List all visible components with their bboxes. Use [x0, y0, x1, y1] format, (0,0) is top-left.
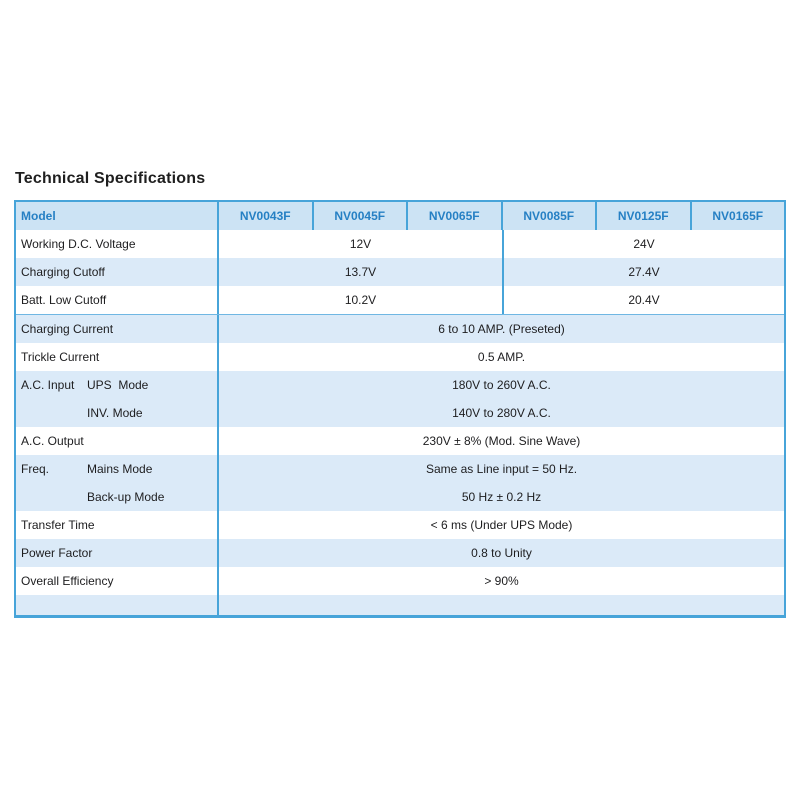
row-label: A.C. Input [21, 378, 75, 392]
row-label-group: Freq. Mains Mode Back-up Mode [16, 455, 219, 511]
row-value-24v-group: 24V [633, 237, 655, 251]
table-row: Transfer Time < 6 ms (Under UPS Mode) [16, 511, 784, 539]
table-row: Overall Efficiency > 90% [16, 567, 784, 595]
table-row: A.C. Output 230V ± 8% (Mod. Sine Wave) [16, 427, 784, 455]
row-label: Transfer Time [16, 511, 219, 539]
row-value-inv-mode: 140V to 280V A.C. [452, 406, 551, 420]
row-label: Working D.C. Voltage [16, 230, 219, 258]
row-value-24v-group: 27.4V [628, 265, 660, 279]
row-label: Charging Current [16, 315, 219, 343]
header-cell-nv0043f: NV0043F [239, 209, 291, 223]
row-label-group: A.C. Input UPS Mode INV. Mode [16, 371, 219, 427]
row-label: Trickle Current [16, 343, 219, 371]
table-row: Charging Cutoff 13.7V 27.4V [16, 258, 784, 286]
row-sublabel-mains-mode: Mains Mode [87, 462, 153, 476]
header-cell-nv0085f: NV0085F [500, 202, 596, 230]
row-value: < 6 ms (Under UPS Mode) [430, 518, 573, 532]
table-row: Trickle Current 0.5 AMP. [16, 343, 784, 371]
row-value: 6 to 10 AMP. (Preseted) [438, 322, 565, 336]
row-value: 0.8 to Unity [471, 546, 532, 560]
table-row: Working D.C. Voltage 12V 24V [16, 230, 784, 258]
header-cell-nv0165f: NV0165F [689, 202, 785, 230]
table-header-row: Model NV0043F NV0045F NV0065F NV0085F NV… [16, 202, 784, 230]
row-label: Charging Cutoff [16, 258, 219, 286]
table-footer-empty-row [16, 595, 784, 615]
header-cell-nv0065f: NV0065F [406, 202, 501, 230]
row-value-12v-group: 10.2V [219, 286, 504, 314]
header-cell-nv0045f: NV0045F [311, 202, 407, 230]
technical-specifications-table: Model NV0043F NV0045F NV0065F NV0085F NV… [14, 200, 786, 618]
row-value-12v-group: 12V [219, 230, 504, 258]
row-label: Freq. [21, 462, 50, 476]
row-sublabel-inv-mode: INV. Mode [87, 406, 143, 420]
row-value-12v-group: 13.7V [219, 258, 504, 286]
table-row-ac-input: A.C. Input UPS Mode INV. Mode 180V to 26… [16, 371, 784, 427]
row-sublabel-ups-mode: UPS Mode [87, 378, 149, 392]
row-value: 230V ± 8% (Mod. Sine Wave) [422, 434, 581, 448]
row-label: Batt. Low Cutoff [16, 286, 219, 314]
row-value-backup-mode: 50 Hz ± 0.2 Hz [461, 490, 542, 504]
table-row: Power Factor 0.8 to Unity [16, 539, 784, 567]
page-title: Technical Specifications [15, 170, 206, 187]
row-value: > 90% [484, 574, 519, 588]
row-value-mains-mode: Same as Line input = 50 Hz. [425, 462, 578, 476]
table-row: Batt. Low Cutoff 10.2V 20.4V [16, 286, 784, 315]
row-label: Overall Efficiency [16, 567, 219, 595]
header-cell-model: Model [16, 202, 219, 230]
row-value-group: Same as Line input = 50 Hz. 50 Hz ± 0.2 … [219, 455, 784, 511]
row-sublabel-backup-mode: Back-up Mode [87, 490, 165, 504]
row-value-24v-group: 20.4V [628, 293, 660, 307]
table-row: Charging Current 6 to 10 AMP. (Preseted) [16, 315, 784, 343]
row-label: Power Factor [16, 539, 219, 567]
row-value-ups-mode: 180V to 260V A.C. [452, 378, 551, 392]
table-row-freq: Freq. Mains Mode Back-up Mode Same as Li… [16, 455, 784, 511]
row-value-group: 180V to 260V A.C. 140V to 280V A.C. [219, 371, 784, 427]
row-value: 0.5 AMP. [477, 350, 526, 364]
row-label: A.C. Output [16, 427, 219, 455]
header-cell-nv0125f: NV0125F [595, 202, 690, 230]
